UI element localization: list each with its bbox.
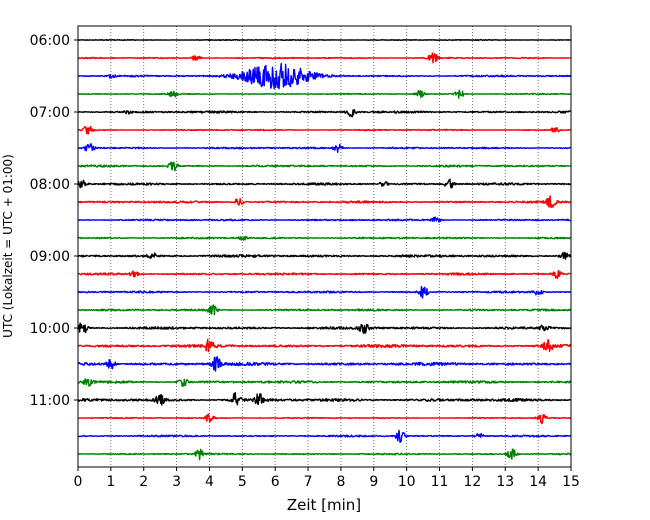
x-tick-label: 5: [238, 474, 247, 490]
x-tick-label: 1: [106, 474, 115, 490]
trace-0930: [77, 285, 572, 299]
y-tick-label: 06:00: [30, 33, 70, 49]
trace-0800: [77, 178, 572, 189]
x-axis: 0 1 2 3 4 5 6 7 8 9 10 11 12 13 14 15: [74, 467, 580, 490]
trace-1115: [77, 413, 572, 425]
x-axis-label: Zeit [min]: [287, 496, 361, 514]
trace-1030: [77, 355, 572, 372]
x-tick-label: 15: [562, 474, 580, 490]
trace-0645: [77, 89, 572, 99]
trace-0845: [77, 235, 572, 241]
trace-1130: [77, 429, 572, 444]
trace-0915: [77, 269, 572, 280]
trace-0830: [77, 216, 572, 223]
trace-0900: [77, 251, 572, 260]
x-tick-label: 0: [74, 474, 83, 490]
trace-1145: [77, 448, 572, 461]
x-tick-label: 2: [139, 474, 148, 490]
x-tick-label: 4: [205, 474, 214, 490]
x-tick-label: 6: [271, 474, 280, 490]
trace-1100: [77, 391, 572, 406]
y-axis-label: UTC (Lokalzeit = UTC + 01:00): [1, 154, 15, 338]
x-tick-label: 12: [463, 474, 481, 490]
plot-frame: [77, 25, 572, 468]
trace-group: [77, 38, 572, 461]
x-tick-label: 10: [398, 474, 416, 490]
x-tick-label: 7: [304, 474, 313, 490]
x-tick-label: 14: [529, 474, 547, 490]
trace-1045: [77, 378, 572, 387]
trace-0945: [77, 304, 572, 316]
y-tick-label: 09:00: [30, 249, 70, 265]
trace-0745: [77, 161, 572, 172]
y-tick-label: 08:00: [30, 177, 70, 193]
trace-0615: [77, 52, 572, 64]
trace-0715: [77, 125, 572, 135]
trace-1015: [77, 338, 572, 353]
x-tick-label: 3: [172, 474, 181, 490]
x-tick-label: 13: [496, 474, 514, 490]
trace-1000: [77, 322, 572, 335]
x-tick-label: 8: [336, 474, 345, 490]
y-tick-label: 07:00: [30, 105, 70, 121]
y-tick-label: 10:00: [30, 321, 70, 337]
trace-0630: [77, 62, 572, 90]
trace-0730: [77, 143, 572, 153]
x-tick-label: 9: [369, 474, 378, 490]
y-tick-label: 11:00: [30, 393, 70, 409]
y-axis: 06:00 07:00 08:00 09:00 10:00 11:00: [30, 33, 78, 409]
trace-0815: [77, 195, 572, 209]
trace-0700: [77, 109, 572, 118]
trace-0600: [77, 38, 572, 42]
x-tick-label: 11: [431, 474, 449, 490]
